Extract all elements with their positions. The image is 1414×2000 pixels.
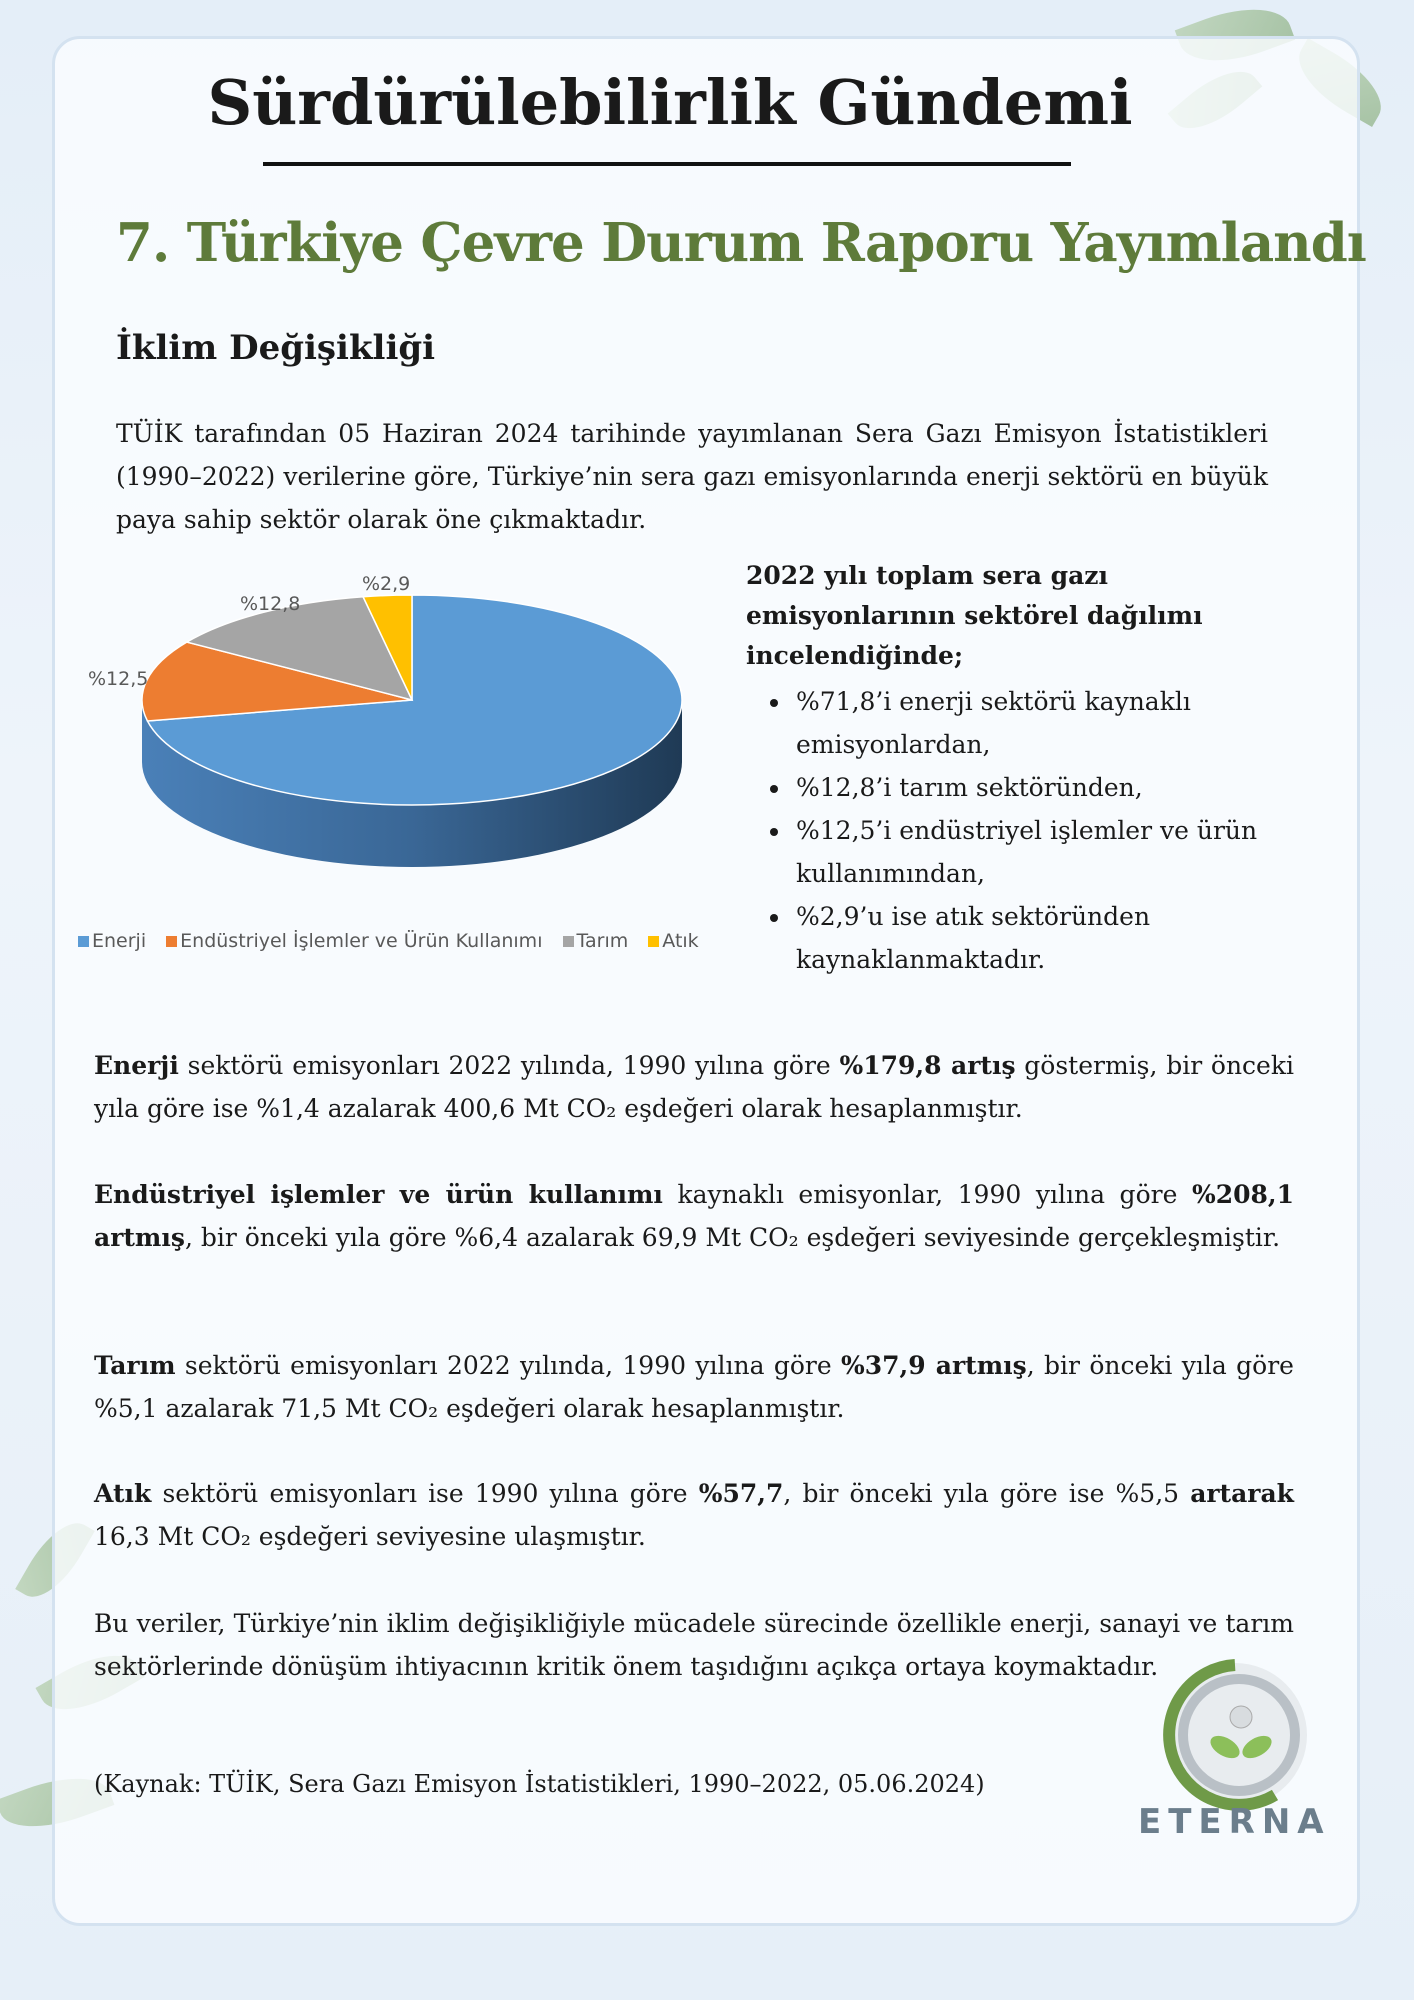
pie-slice-0	[146, 594, 683, 806]
industry-paragraph: Endüstriyel işlemler ve ürün kullanımı k…	[94, 1180, 1294, 1252]
intro-paragraph: TÜİK tarafından 05 Haziran 2024 tarihind…	[116, 419, 1268, 534]
section-heading: İklim Değişikliği	[116, 328, 436, 368]
pie-chart: %71,8%12,5%12,8%2,9	[88, 573, 683, 867]
summary-list: %71,8’i enerji sektörü kaynaklı emisyonl…	[792, 680, 1332, 981]
waste-paragraph: Atık sektörü emisyonları ise 1990 yılına…	[94, 1479, 1294, 1551]
legend-item: Atık	[648, 930, 699, 952]
legend-item: Endüstriyel İşlemler ve Ürün Kullanımı	[166, 930, 542, 952]
newsletter-title: Sürdürülebilirlik Gündemi	[207, 66, 1133, 139]
list-item: %2,9’u ise atık sektöründen kaynaklanmak…	[792, 895, 1332, 981]
brand-name: ETERNA	[1138, 1802, 1331, 1842]
list-item: %12,5’i endüstriyel işlemler ve ürün kul…	[792, 809, 1332, 895]
pie-data-label: %12,8	[240, 593, 300, 615]
page-card	[52, 36, 1360, 1926]
pie-data-label: %12,5	[88, 668, 148, 690]
conclusion-paragraph: Bu veriler, Türkiye’nin iklim değişikliğ…	[94, 1609, 1294, 1681]
list-item: %71,8’i enerji sektörü kaynaklı emisyonl…	[792, 680, 1332, 766]
summary-heading: 2022 yılı toplam sera gazı emisyonlarını…	[746, 561, 1203, 670]
source-note: (Kaynak: TÜİK, Sera Gazı Emisyon İstatis…	[94, 1770, 985, 1798]
list-item: %12,8’i tarım sektöründen,	[792, 766, 1332, 809]
article-title: 7. Türkiye Çevre Durum Raporu Yayımlandı	[116, 212, 1367, 274]
eterna-logo-icon	[1163, 1659, 1307, 1811]
pie-slice-1	[141, 641, 413, 722]
pie-slice-2	[184, 595, 414, 702]
pie-slice-3	[361, 594, 413, 701]
legend-item: Enerji	[78, 930, 146, 952]
pie-data-label: %2,9	[362, 573, 410, 595]
legend-item: Tarım	[562, 930, 628, 952]
chart-legend: Enerji Endüstriyel İşlemler ve Ürün Kull…	[78, 930, 713, 952]
title-divider	[263, 162, 1071, 166]
agriculture-paragraph: Tarım sektörü emisyonları 2022 yılında, …	[94, 1351, 1294, 1423]
energy-paragraph: Enerji sektörü emisyonları 2022 yılında,…	[94, 1051, 1294, 1123]
